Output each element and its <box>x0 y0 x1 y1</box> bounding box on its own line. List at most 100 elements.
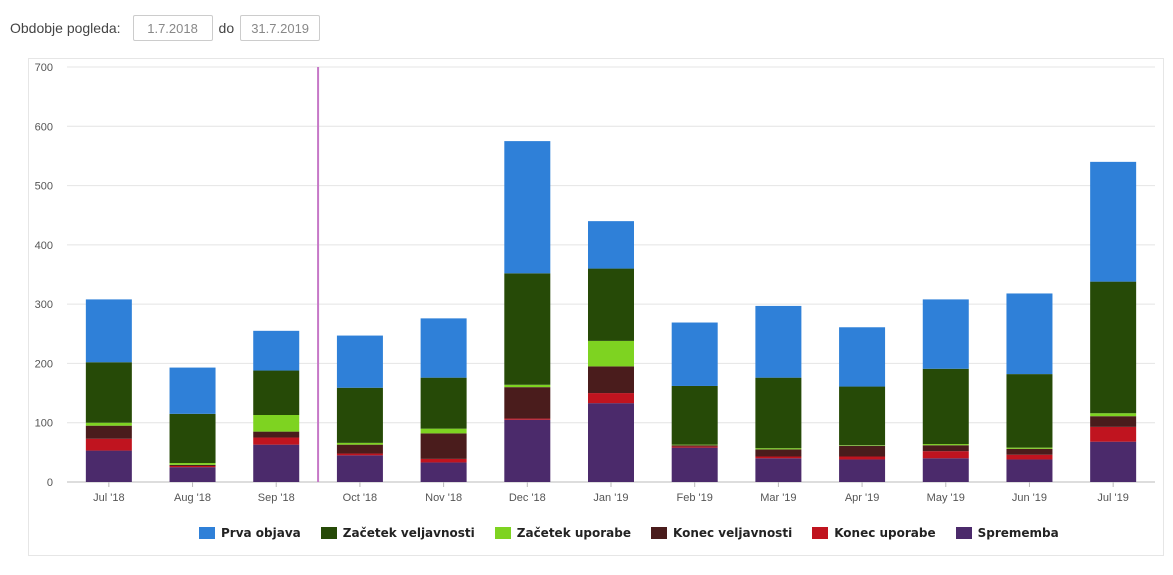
bar-segment <box>755 456 802 459</box>
bar-segment <box>1006 374 1053 448</box>
bar-segment <box>755 458 802 482</box>
bar-segment <box>169 464 216 466</box>
x-tick-label: Apr '19 <box>845 492 880 504</box>
bar-segment <box>169 467 216 482</box>
x-tick-label: Jul '18 <box>93 492 124 504</box>
x-tick-label: Aug '18 <box>174 492 211 504</box>
bar-segment <box>336 455 383 482</box>
bar-segment <box>336 335 383 388</box>
legend-swatch <box>955 527 972 539</box>
bar-segment <box>839 456 886 460</box>
bar-segment <box>420 433 467 459</box>
bar-segment <box>169 463 216 465</box>
bar-segment <box>1006 454 1053 460</box>
bar-segment <box>588 393 634 404</box>
bar-segment <box>755 449 802 457</box>
x-tick-label: Jan '19 <box>593 492 628 504</box>
legend-label: Sprememba <box>977 526 1059 540</box>
bar-segment <box>922 458 969 482</box>
bar-segment <box>671 447 718 482</box>
bar-segment <box>588 366 634 394</box>
legend-swatch <box>494 527 511 539</box>
legend-item[interactable]: Začetek veljavnosti <box>320 526 475 540</box>
y-tick-label: 300 <box>35 299 53 311</box>
bar-segment <box>420 458 467 463</box>
bar-segment <box>588 403 634 482</box>
bar-segment <box>839 445 886 457</box>
bar-segment <box>336 444 383 454</box>
date-to-input[interactable] <box>240 15 321 41</box>
bar-segment <box>85 425 132 439</box>
bar-segment <box>1090 426 1137 442</box>
bar-segment <box>922 368 969 445</box>
legend-item[interactable]: Konec veljavnosti <box>650 526 793 540</box>
period-label: Obdobje pogleda: <box>10 20 121 36</box>
bar-segment <box>253 437 300 445</box>
bar-segment <box>504 141 551 274</box>
bar-segment <box>588 221 634 269</box>
bar-segment <box>504 387 551 419</box>
bar-segment <box>504 419 551 482</box>
x-tick-label: Nov '18 <box>425 492 462 504</box>
bar-segment <box>839 327 886 387</box>
legend-label: Prva objava <box>221 526 301 540</box>
x-tick-label: Feb '19 <box>677 492 713 504</box>
bar-segment <box>671 322 718 386</box>
legend-item[interactable]: Začetek uporabe <box>494 526 631 540</box>
bar-segment <box>922 299 969 369</box>
bar-segment <box>85 450 132 482</box>
bar-segment <box>420 462 467 482</box>
bar-segment <box>1006 447 1053 449</box>
legend-label: Konec uporabe <box>834 526 936 540</box>
bar-segment <box>169 367 216 414</box>
bar-segment <box>336 442 383 445</box>
x-tick-label: Jul '19 <box>1097 492 1128 504</box>
bar-segment <box>420 377 467 429</box>
legend-swatch <box>650 527 667 539</box>
bar-segment <box>1006 448 1053 455</box>
period-filter: Obdobje pogleda: do <box>10 14 321 42</box>
chart-legend: Prva objava Začetek veljavnosti Začetek up… <box>199 521 1067 545</box>
y-tick-label: 400 <box>35 240 53 252</box>
bar-segment <box>755 448 802 450</box>
bar-segment <box>504 273 551 385</box>
x-tick-label: Dec '18 <box>509 492 546 504</box>
x-tick-label: May '19 <box>927 492 965 504</box>
y-tick-label: 600 <box>35 121 53 133</box>
bar-segment <box>336 453 383 456</box>
bar-segment <box>85 438 132 451</box>
legend-item[interactable]: Konec uporabe <box>812 526 936 540</box>
bar-segment <box>671 444 718 446</box>
bar-segment <box>588 268 634 341</box>
bar-segment <box>922 444 969 446</box>
bar-segment <box>85 422 132 426</box>
legend-item[interactable]: Prva objava <box>199 526 301 540</box>
legend-label: Začetek veljavnosti <box>342 526 475 540</box>
x-tick-label: Mar '19 <box>760 492 796 504</box>
bar-segment <box>253 431 300 438</box>
bar-segment <box>1090 161 1137 282</box>
legend-label: Konec veljavnosti <box>672 526 793 540</box>
bar-segment <box>336 387 383 443</box>
period-separator: do <box>218 20 235 36</box>
bar-segment <box>671 445 718 447</box>
bar-segment <box>1006 293 1053 375</box>
bar-segment <box>755 377 802 449</box>
bar-segment <box>922 445 969 452</box>
bar-segment <box>420 318 467 378</box>
bar-segment <box>253 415 300 432</box>
bar-segment <box>504 384 551 388</box>
bar-segment <box>420 428 467 434</box>
bar-segment <box>839 445 886 446</box>
bar-segment <box>504 418 551 420</box>
y-tick-label: 500 <box>35 181 53 193</box>
bar-segment <box>253 444 300 482</box>
bar-segment <box>253 370 300 416</box>
bar-segment <box>755 305 802 378</box>
legend-item[interactable]: Sprememba <box>955 526 1059 540</box>
date-from-input[interactable] <box>132 15 213 41</box>
y-tick-label: 100 <box>35 418 53 430</box>
bar-segment <box>1090 441 1137 482</box>
y-tick-label: 0 <box>47 477 53 489</box>
bar-segment <box>1006 459 1053 482</box>
